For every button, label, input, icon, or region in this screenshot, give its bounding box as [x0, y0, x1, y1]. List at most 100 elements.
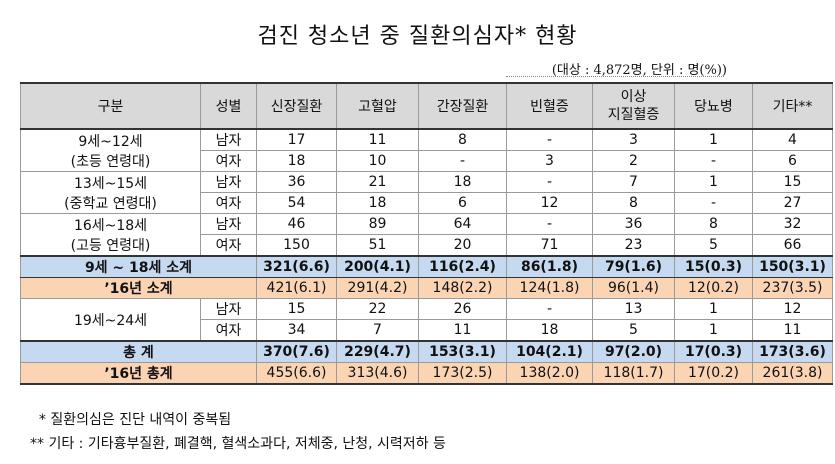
table-row: 16세~18세 (고등 연령대) 남자 46 89 64-36 8 32	[20, 213, 833, 257]
value-cell: 18	[336, 192, 419, 214]
value-cell: 12	[752, 298, 833, 320]
value-cell: 21	[336, 171, 419, 193]
value-cell: 10	[336, 150, 419, 172]
value-cell: 173(2.5)	[418, 362, 507, 385]
header-label: 이상	[620, 89, 647, 105]
value-cell: 1	[674, 128, 753, 151]
value-cell: 229(4.7)	[336, 340, 419, 363]
value-cell: 34	[256, 319, 337, 342]
value-cell: 261(3.8)	[752, 362, 833, 385]
value-cell: 23	[592, 234, 675, 257]
header-label: 구분	[97, 99, 124, 115]
group-label-line: 16세~18세	[73, 217, 148, 234]
value-cell: 237(3.5)	[752, 277, 833, 299]
value-cell: -	[674, 192, 753, 214]
value-cell: 12	[506, 192, 593, 214]
header-cell: 구분	[20, 82, 201, 130]
header-cell: 고혈압	[336, 82, 419, 130]
header-cell: 신장질환	[256, 82, 337, 130]
value-cell: 7	[592, 171, 675, 193]
value-cell: 3	[506, 150, 593, 172]
age-group-label: 9세~12세 (초등 연령대)	[20, 128, 201, 172]
header-cell: 간장질환	[418, 82, 507, 130]
unit-note: (대상 : 4,872명, 단위 : 명(%))	[551, 63, 727, 78]
value-cell: 96(1.4)	[592, 277, 675, 299]
group-label-line: 19세~24세	[73, 312, 148, 329]
header-label: 빈혈증	[530, 99, 569, 115]
header-label: 기타**	[772, 99, 813, 115]
value-cell: 1	[674, 298, 753, 320]
disease-table: 구분 성별 신장질환 고혈압 간장질환 빈혈증 이상 지질혈증 당뇨병 기타** 9세~12세 (초…	[20, 82, 833, 385]
value-cell: 18	[256, 150, 337, 172]
value-cell: 150(3.1)	[752, 255, 833, 278]
value-cell: 5	[592, 319, 675, 342]
value-cell: 200(4.1)	[336, 255, 419, 278]
total-row: 총 계 370(7.6) 229(4.7) 153(3.1) 104(2.1) 97(2.…	[20, 340, 833, 363]
footnotes: * 질환의심은 진단 내역이 중복됨 ** 기타 : 기타흉부질환, 폐결핵, …	[30, 408, 446, 456]
value-cell: -	[674, 150, 753, 172]
value-cell: 32	[752, 213, 833, 235]
group-label-line: 9세~12세	[78, 133, 143, 150]
header-cell: 당뇨병	[674, 82, 753, 130]
value-cell: 54	[256, 192, 337, 214]
sex-cell: 여자	[200, 234, 257, 257]
header-label: 고혈압	[358, 99, 397, 115]
value-cell: 71	[506, 234, 593, 257]
header-cell: 이상 지질혈증	[592, 82, 675, 130]
value-cell: 15	[256, 298, 337, 320]
value-cell: 148(2.2)	[418, 277, 507, 299]
sex-cell: 여자	[200, 192, 257, 214]
sex-cell: 남자	[200, 171, 257, 193]
subtotal-row-label: 9세 ~ 18세 소계	[20, 255, 257, 278]
value-cell: 2	[592, 150, 675, 172]
value-cell: 11	[336, 128, 419, 151]
value-cell: 89	[336, 213, 419, 235]
table-row: 여자 18 10-3 2-6	[21, 150, 833, 172]
value-cell: -	[506, 213, 593, 235]
value-cell: 18	[506, 319, 593, 342]
header-cell: 성별	[200, 82, 257, 130]
value-cell: 8	[674, 213, 753, 235]
value-cell: 173(3.6)	[752, 340, 833, 363]
value-cell: -	[506, 298, 593, 320]
value-cell: -	[506, 171, 593, 193]
table-row: 13세~15세 (중학교 연령대) 남자 36 21 18-7 1 15	[20, 171, 833, 214]
value-cell: 46	[256, 213, 337, 235]
footnote-1: * 질환의심은 진단 내역이 중복됨	[30, 412, 232, 428]
value-cell: 15(0.3)	[674, 255, 753, 278]
prev-subtotal-row-label: ’16년 소계	[20, 277, 257, 299]
footnote-2: ** 기타 : 기타흉부질환, 폐결핵, 혈색소과다, 저체중, 난청, 시력저…	[30, 436, 446, 452]
value-cell: 17(0.3)	[674, 340, 753, 363]
age-group-label: 16세~18세 (고등 연령대)	[20, 213, 201, 257]
value-cell: -	[418, 150, 507, 172]
value-cell: 455(6.6)	[256, 362, 337, 385]
value-cell: 118(1.7)	[592, 362, 675, 385]
value-cell: 15	[752, 171, 833, 193]
prev-total-row-label: ’16년 총계	[20, 362, 257, 385]
value-cell: 26	[418, 298, 507, 320]
value-cell: 27	[752, 192, 833, 214]
group-label-line: (고등 연령대)	[70, 237, 151, 254]
value-cell: 11	[752, 319, 833, 342]
header-label: 성별	[215, 99, 242, 115]
page-title: 검진 청소년 중 질환의심자* 현황	[257, 24, 578, 49]
total-row-label: 총 계	[20, 340, 257, 363]
value-cell: 36	[256, 171, 337, 193]
value-cell: 3	[592, 128, 675, 151]
value-cell: 116(2.4)	[418, 255, 507, 278]
value-cell: 1	[674, 319, 753, 342]
header-label: 신장질환	[270, 99, 323, 115]
value-cell: 66	[752, 234, 833, 257]
value-cell: 4	[752, 128, 833, 151]
table-row: 9세~12세 (초등 연령대) 남자 17 11 8-3 1 4	[20, 128, 833, 172]
header-row: 구분 성별 신장질환 고혈압 간장질환 빈혈증 이상 지질혈증 당뇨병 기타**	[20, 82, 833, 130]
value-cell: 97(2.0)	[592, 340, 675, 363]
value-cell: 86(1.8)	[506, 255, 593, 278]
value-cell: 13	[592, 298, 675, 320]
value-cell: 36	[592, 213, 675, 235]
subtotal-row: 9세 ~ 18세 소계 321(6.6) 200(4.1) 116(2.4) 86(1.…	[20, 255, 833, 278]
value-cell: 5	[674, 234, 753, 257]
value-cell: 8	[592, 192, 675, 214]
value-cell: 12(0.2)	[674, 277, 753, 299]
value-cell: 124(1.8)	[506, 277, 593, 299]
